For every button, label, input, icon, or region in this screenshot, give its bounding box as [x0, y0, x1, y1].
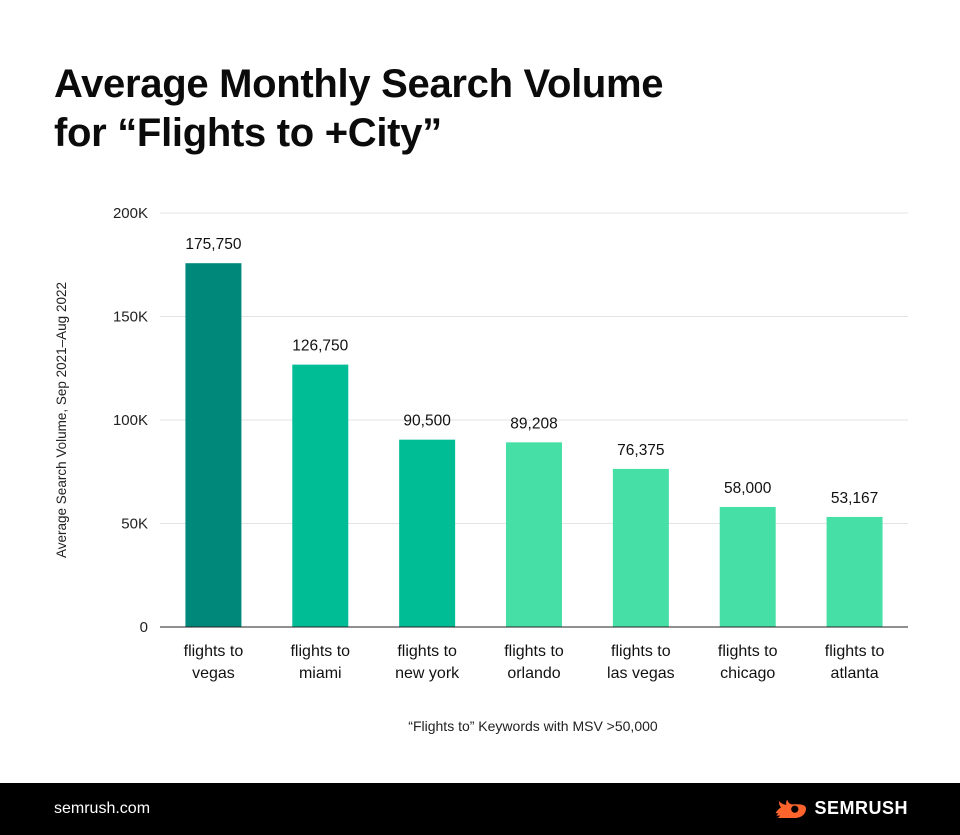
- chart-title-line-1: Average Monthly Search Volume: [54, 62, 664, 106]
- x-tick-label: orlando: [507, 665, 560, 682]
- bar-value-label: 58,000: [724, 480, 772, 497]
- y-tick-label: 150K: [113, 309, 148, 326]
- bar: [506, 442, 562, 627]
- y-axis-title: Average Search Volume, Sep 2021–Aug 2022: [54, 282, 69, 558]
- bar-value-label: 126,750: [292, 338, 348, 355]
- bar-value-label: 90,500: [403, 413, 451, 430]
- x-tick-label: las vegas: [607, 665, 675, 682]
- bar: [399, 439, 456, 627]
- chart-title-line-2: for “Flights to +City”: [54, 111, 442, 155]
- bar: [826, 516, 883, 627]
- x-tick-label: flights to: [611, 643, 671, 660]
- bar-value-label: 76,375: [617, 442, 664, 459]
- bar: [185, 263, 242, 627]
- x-tick-label: flights to: [718, 643, 778, 660]
- bar-value-label: 175,750: [185, 236, 241, 253]
- bar: [719, 506, 776, 627]
- bar-value-label: 53,167: [831, 490, 878, 507]
- x-tick-label: flights to: [397, 643, 457, 660]
- x-tick-label: atlanta: [831, 665, 879, 682]
- footer-url[interactable]: semrush.com: [54, 800, 151, 817]
- semrush-fire-icon: [776, 799, 807, 818]
- x-tick-label: flights to: [825, 643, 885, 660]
- chart-title: Average Monthly Search Volume for “Fligh…: [54, 60, 914, 158]
- x-tick-label: flights to: [504, 643, 564, 660]
- x-tick-label: flights to: [290, 643, 350, 660]
- x-tick-label: miami: [299, 665, 342, 682]
- y-tick-label: 200K: [113, 205, 148, 222]
- bar-value-label: 89,208: [510, 415, 557, 432]
- x-tick-label: new york: [395, 665, 460, 682]
- footer-bar: semrush.com SEMRUSH: [0, 783, 960, 835]
- y-tick-label: 0: [140, 619, 148, 636]
- brand-logo: SEMRUSH: [775, 798, 908, 819]
- x-tick-label: chicago: [720, 665, 775, 682]
- brand-name: SEMRUSH: [814, 798, 908, 818]
- y-tick-label: 100K: [113, 412, 148, 429]
- bar: [612, 468, 669, 627]
- x-axis-title: “Flights to” Keywords with MSV >50,000: [408, 718, 658, 734]
- x-tick-label: vegas: [192, 665, 235, 682]
- x-tick-label: flights to: [184, 643, 244, 660]
- y-tick-label: 50K: [121, 516, 148, 533]
- bar-chart: 0 50K 100K 150K 200K Average Search Volume, S…: [54, 205, 908, 734]
- bar: [292, 364, 349, 627]
